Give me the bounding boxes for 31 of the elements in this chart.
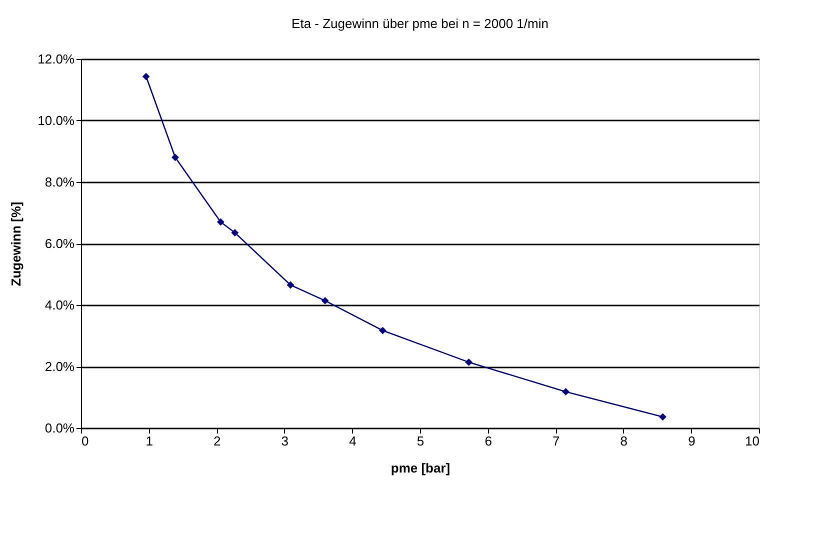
x-tick-label: 1 [146, 434, 153, 448]
point [216, 218, 224, 226]
x-tick-label: 7 [552, 434, 560, 448]
y-tick-label: 8.0% [44, 174, 75, 190]
x-tick-label: 6 [484, 434, 492, 448]
point [142, 72, 150, 80]
x-tick-label: 2 [213, 434, 221, 448]
x-axis-title: pme [bar] [390, 460, 450, 476]
x-tick-label: 0 [82, 434, 89, 448]
chart-title: Eta - Zugewinn über pme bei n = 2000 1/min [292, 16, 548, 31]
y-tick-label: 6.0% [44, 236, 75, 251]
point [465, 358, 473, 366]
point [659, 413, 666, 421]
x-tick-label: 4 [349, 434, 356, 448]
point [379, 326, 386, 334]
point [231, 229, 239, 236]
point [172, 154, 179, 162]
y-tick-label: 12.0% [38, 52, 75, 66]
y-tick-label: 4.0% [44, 298, 75, 312]
y-tick-label: 0.0% [44, 420, 75, 436]
x-tick-label: 9 [688, 434, 696, 448]
y-axis-title: Zugewinn [%] [8, 202, 24, 286]
y-tick-label: 10.0% [38, 113, 75, 128]
y-tick-label: 2.0% [44, 359, 75, 374]
point [562, 388, 570, 396]
x-tick-label: 5 [416, 434, 424, 448]
point [286, 281, 294, 289]
x-tick-label: 8 [620, 434, 628, 448]
point [321, 296, 329, 304]
x-tick-label: 10 [745, 434, 760, 448]
x-tick-label: 3 [281, 434, 289, 448]
